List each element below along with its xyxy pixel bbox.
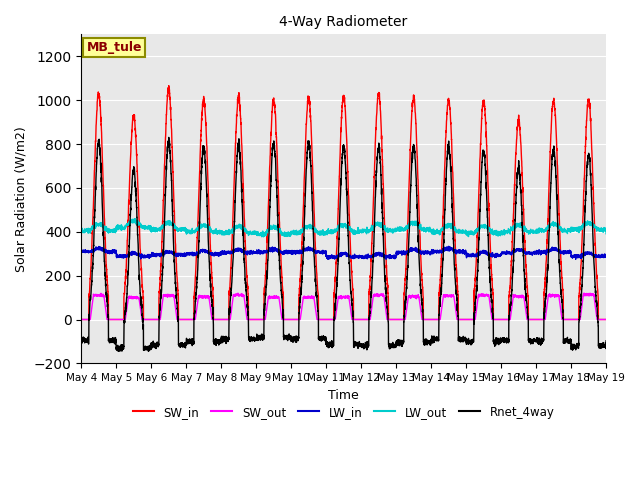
Legend: SW_in, SW_out, LW_in, LW_out, Rnet_4way: SW_in, SW_out, LW_in, LW_out, Rnet_4way <box>128 401 559 423</box>
X-axis label: Time: Time <box>328 389 359 402</box>
Y-axis label: Solar Radiation (W/m2): Solar Radiation (W/m2) <box>15 126 28 272</box>
Text: MB_tule: MB_tule <box>86 41 142 54</box>
Title: 4-Way Radiometer: 4-Way Radiometer <box>280 15 408 29</box>
